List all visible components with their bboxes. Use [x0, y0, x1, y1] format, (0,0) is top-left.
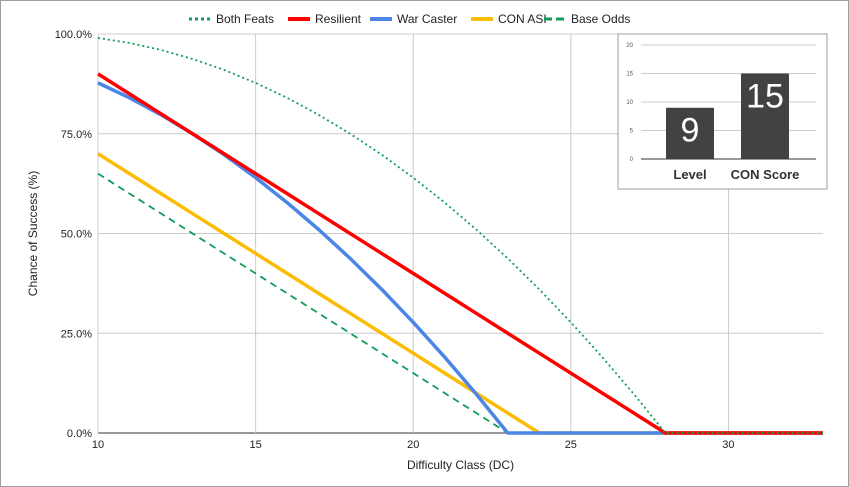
legend-label: CON ASI	[498, 12, 547, 26]
legend-label: War Caster	[397, 12, 457, 26]
legend-label: Resilient	[315, 12, 362, 26]
inset-y-tick-label: 0	[630, 157, 634, 163]
inset-bar-value: 9	[681, 112, 700, 150]
inset-chart-frame	[617, 33, 828, 190]
inset-y-tick-label: 20	[626, 43, 633, 49]
inset-bar-value: 15	[746, 78, 784, 116]
legend-label: Both Feats	[216, 12, 274, 26]
series-line-both-feats	[97, 37, 823, 434]
x-tick-label: 10	[92, 439, 104, 451]
inset-y-tick-label: 10	[626, 100, 633, 106]
inset-category-label: Level	[673, 167, 706, 182]
inset-y-tick-label: 15	[626, 72, 633, 78]
inset-y-tick-label: 5	[630, 129, 634, 135]
x-tick-label: 25	[565, 439, 577, 451]
y-tick-label: 25.0%	[61, 328, 92, 340]
y-tick-label: 75.0%	[61, 129, 92, 141]
inset-bar-level	[666, 107, 714, 159]
y-axis-title: Chance of Success (%)	[26, 171, 40, 296]
legend-label: Base Odds	[571, 12, 630, 26]
y-tick-label: 50.0%	[61, 229, 92, 241]
y-tick-label: 0.0%	[67, 428, 92, 440]
inset-bar-con-score	[741, 73, 789, 159]
inset-category-label: CON Score	[731, 167, 800, 182]
x-tick-label: 30	[722, 439, 734, 451]
x-axis-title: Difficulty Class (DC)	[407, 458, 514, 472]
x-tick-label: 15	[249, 439, 261, 451]
series-line-con-asi	[97, 152, 823, 435]
x-tick-label: 20	[407, 439, 419, 451]
y-tick-label: 100.0%	[55, 29, 93, 41]
